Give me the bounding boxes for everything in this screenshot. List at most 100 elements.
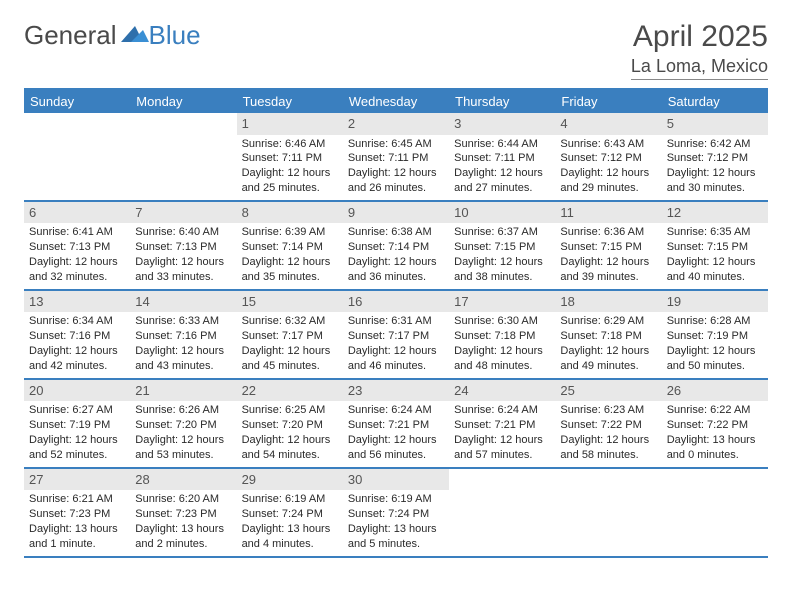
day-cell xyxy=(555,469,661,556)
daylight-line: Daylight: 12 hours and 45 minutes. xyxy=(242,344,338,374)
week-row: 20Sunrise: 6:27 AMSunset: 7:19 PMDayligh… xyxy=(24,380,768,469)
day-header: Saturday xyxy=(662,90,768,113)
day-body: Sunrise: 6:33 AMSunset: 7:16 PMDaylight:… xyxy=(130,312,236,377)
day-header: Thursday xyxy=(449,90,555,113)
day-cell: 4Sunrise: 6:43 AMSunset: 7:12 PMDaylight… xyxy=(555,113,661,200)
day-body: Sunrise: 6:34 AMSunset: 7:16 PMDaylight:… xyxy=(24,312,130,377)
daylight-line: Daylight: 12 hours and 35 minutes. xyxy=(242,255,338,285)
day-body: Sunrise: 6:45 AMSunset: 7:11 PMDaylight:… xyxy=(343,135,449,200)
daylight-line: Daylight: 12 hours and 43 minutes. xyxy=(135,344,231,374)
sunrise-line: Sunrise: 6:19 AM xyxy=(242,492,338,507)
logo-text-2: Blue xyxy=(149,20,201,51)
sunrise-line: Sunrise: 6:40 AM xyxy=(135,225,231,240)
day-cell: 2Sunrise: 6:45 AMSunset: 7:11 PMDaylight… xyxy=(343,113,449,200)
daylight-line: Daylight: 12 hours and 40 minutes. xyxy=(667,255,763,285)
sunset-line: Sunset: 7:15 PM xyxy=(454,240,550,255)
day-number: 16 xyxy=(343,291,449,313)
sunrise-line: Sunrise: 6:37 AM xyxy=(454,225,550,240)
daylight-line: Daylight: 12 hours and 25 minutes. xyxy=(242,166,338,196)
daylight-line: Daylight: 12 hours and 52 minutes. xyxy=(29,433,125,463)
sunrise-line: Sunrise: 6:45 AM xyxy=(348,137,444,152)
daylight-line: Daylight: 12 hours and 46 minutes. xyxy=(348,344,444,374)
day-body: Sunrise: 6:24 AMSunset: 7:21 PMDaylight:… xyxy=(343,401,449,466)
sunrise-line: Sunrise: 6:34 AM xyxy=(29,314,125,329)
sunset-line: Sunset: 7:14 PM xyxy=(348,240,444,255)
day-body: Sunrise: 6:44 AMSunset: 7:11 PMDaylight:… xyxy=(449,135,555,200)
day-number: 5 xyxy=(662,113,768,135)
day-body: Sunrise: 6:29 AMSunset: 7:18 PMDaylight:… xyxy=(555,312,661,377)
sunrise-line: Sunrise: 6:26 AM xyxy=(135,403,231,418)
daylight-line: Daylight: 12 hours and 29 minutes. xyxy=(560,166,656,196)
sunset-line: Sunset: 7:17 PM xyxy=(348,329,444,344)
day-number: 27 xyxy=(24,469,130,491)
sunrise-line: Sunrise: 6:31 AM xyxy=(348,314,444,329)
daylight-line: Daylight: 12 hours and 33 minutes. xyxy=(135,255,231,285)
daylight-line: Daylight: 12 hours and 58 minutes. xyxy=(560,433,656,463)
sunrise-line: Sunrise: 6:24 AM xyxy=(348,403,444,418)
daylight-line: Daylight: 12 hours and 38 minutes. xyxy=(454,255,550,285)
day-number: 18 xyxy=(555,291,661,313)
sunset-line: Sunset: 7:24 PM xyxy=(348,507,444,522)
day-body: Sunrise: 6:26 AMSunset: 7:20 PMDaylight:… xyxy=(130,401,236,466)
day-body: Sunrise: 6:28 AMSunset: 7:19 PMDaylight:… xyxy=(662,312,768,377)
day-body: Sunrise: 6:41 AMSunset: 7:13 PMDaylight:… xyxy=(24,223,130,288)
sunrise-line: Sunrise: 6:42 AM xyxy=(667,137,763,152)
sunrise-line: Sunrise: 6:41 AM xyxy=(29,225,125,240)
day-cell: 14Sunrise: 6:33 AMSunset: 7:16 PMDayligh… xyxy=(130,291,236,378)
week-row: 6Sunrise: 6:41 AMSunset: 7:13 PMDaylight… xyxy=(24,202,768,291)
day-number: 3 xyxy=(449,113,555,135)
day-body: Sunrise: 6:43 AMSunset: 7:12 PMDaylight:… xyxy=(555,135,661,200)
day-body: Sunrise: 6:40 AMSunset: 7:13 PMDaylight:… xyxy=(130,223,236,288)
sunrise-line: Sunrise: 6:36 AM xyxy=(560,225,656,240)
day-number: 22 xyxy=(237,380,343,402)
daylight-line: Daylight: 12 hours and 49 minutes. xyxy=(560,344,656,374)
sunrise-line: Sunrise: 6:21 AM xyxy=(29,492,125,507)
sunset-line: Sunset: 7:22 PM xyxy=(560,418,656,433)
day-cell: 28Sunrise: 6:20 AMSunset: 7:23 PMDayligh… xyxy=(130,469,236,556)
sunset-line: Sunset: 7:11 PM xyxy=(242,151,338,166)
sunset-line: Sunset: 7:22 PM xyxy=(667,418,763,433)
day-cell: 18Sunrise: 6:29 AMSunset: 7:18 PMDayligh… xyxy=(555,291,661,378)
day-number: 13 xyxy=(24,291,130,313)
day-number: 19 xyxy=(662,291,768,313)
day-body: Sunrise: 6:30 AMSunset: 7:18 PMDaylight:… xyxy=(449,312,555,377)
sunrise-line: Sunrise: 6:24 AM xyxy=(454,403,550,418)
sunset-line: Sunset: 7:17 PM xyxy=(242,329,338,344)
day-body: Sunrise: 6:37 AMSunset: 7:15 PMDaylight:… xyxy=(449,223,555,288)
day-number: 4 xyxy=(555,113,661,135)
day-body: Sunrise: 6:22 AMSunset: 7:22 PMDaylight:… xyxy=(662,401,768,466)
day-body: Sunrise: 6:31 AMSunset: 7:17 PMDaylight:… xyxy=(343,312,449,377)
logo-mark-icon xyxy=(121,20,149,51)
daylight-line: Daylight: 13 hours and 0 minutes. xyxy=(667,433,763,463)
day-body: Sunrise: 6:21 AMSunset: 7:23 PMDaylight:… xyxy=(24,490,130,555)
day-header: Wednesday xyxy=(343,90,449,113)
sunrise-line: Sunrise: 6:33 AM xyxy=(135,314,231,329)
sunrise-line: Sunrise: 6:28 AM xyxy=(667,314,763,329)
sunset-line: Sunset: 7:19 PM xyxy=(29,418,125,433)
sunset-line: Sunset: 7:11 PM xyxy=(348,151,444,166)
day-body: Sunrise: 6:23 AMSunset: 7:22 PMDaylight:… xyxy=(555,401,661,466)
day-body: Sunrise: 6:19 AMSunset: 7:24 PMDaylight:… xyxy=(237,490,343,555)
week-row: 13Sunrise: 6:34 AMSunset: 7:16 PMDayligh… xyxy=(24,291,768,380)
sunrise-line: Sunrise: 6:44 AM xyxy=(454,137,550,152)
logo: General Blue xyxy=(24,20,201,51)
day-cell: 3Sunrise: 6:44 AMSunset: 7:11 PMDaylight… xyxy=(449,113,555,200)
day-number: 7 xyxy=(130,202,236,224)
day-body: Sunrise: 6:38 AMSunset: 7:14 PMDaylight:… xyxy=(343,223,449,288)
daylight-line: Daylight: 12 hours and 53 minutes. xyxy=(135,433,231,463)
day-cell: 8Sunrise: 6:39 AMSunset: 7:14 PMDaylight… xyxy=(237,202,343,289)
sunset-line: Sunset: 7:15 PM xyxy=(560,240,656,255)
day-cell: 19Sunrise: 6:28 AMSunset: 7:19 PMDayligh… xyxy=(662,291,768,378)
logo-text-1: General xyxy=(24,20,117,51)
day-body: Sunrise: 6:42 AMSunset: 7:12 PMDaylight:… xyxy=(662,135,768,200)
sunset-line: Sunset: 7:21 PM xyxy=(348,418,444,433)
day-cell: 1Sunrise: 6:46 AMSunset: 7:11 PMDaylight… xyxy=(237,113,343,200)
day-cell: 23Sunrise: 6:24 AMSunset: 7:21 PMDayligh… xyxy=(343,380,449,467)
day-number: 8 xyxy=(237,202,343,224)
day-body: Sunrise: 6:32 AMSunset: 7:17 PMDaylight:… xyxy=(237,312,343,377)
day-body: Sunrise: 6:35 AMSunset: 7:15 PMDaylight:… xyxy=(662,223,768,288)
daylight-line: Daylight: 12 hours and 48 minutes. xyxy=(454,344,550,374)
daylight-line: Daylight: 12 hours and 36 minutes. xyxy=(348,255,444,285)
day-header: Friday xyxy=(555,90,661,113)
day-number: 10 xyxy=(449,202,555,224)
